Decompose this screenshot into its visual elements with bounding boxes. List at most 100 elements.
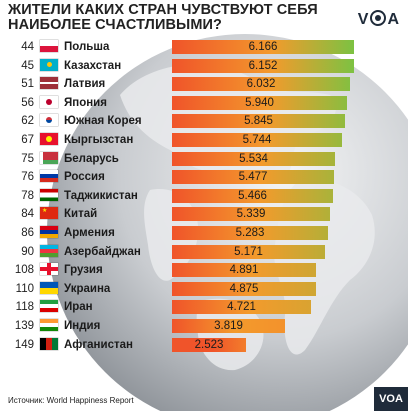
- flag-ir-icon: [40, 300, 58, 313]
- bar: [172, 132, 342, 147]
- bar-value-label: 6.152: [248, 59, 278, 72]
- country-label: Армения: [64, 226, 115, 239]
- chart-row: 76 Россия 5.477: [0, 168, 408, 187]
- bar-value-label: 5.845: [244, 115, 273, 128]
- rank-label: 62: [21, 115, 34, 128]
- flag-az-icon: [40, 244, 58, 257]
- chart-row: 56 Япония 5.940: [0, 94, 408, 113]
- bar-value-label: 5.339: [236, 208, 266, 221]
- voa-badge: VOA: [374, 387, 408, 411]
- rank-label: 118: [15, 301, 34, 314]
- bar-value-label: 4.875: [229, 282, 259, 295]
- chart-row: 90 Азербайджан 5.171: [0, 243, 408, 262]
- country-label: Кыргызстан: [64, 133, 134, 146]
- bar: [172, 337, 246, 352]
- country-label: Иран: [64, 301, 93, 314]
- bar-value-label: 2.523: [194, 338, 224, 351]
- country-label: Беларусь: [64, 152, 119, 165]
- chart-row: 75 Беларусь 5.534: [0, 150, 408, 169]
- bar-value-label: 5.466: [238, 189, 267, 202]
- chart-title: ЖИТЕЛИ КАКИХ СТРАН ЧУВСТВУЮТ СЕБЯ НАИБОЛ…: [8, 2, 318, 33]
- country-label: Азербайджан: [64, 245, 141, 258]
- country-label: Россия: [64, 171, 105, 184]
- rank-label: 44: [21, 41, 34, 53]
- bar: [172, 114, 345, 129]
- bar: [172, 244, 325, 259]
- bar-value-label: 5.477: [238, 171, 268, 184]
- rank-label: 110: [15, 282, 34, 295]
- chart-row: 110 Украина 4.875: [0, 280, 408, 299]
- flag-kr-icon: [40, 114, 58, 127]
- bar-value-label: 5.744: [242, 133, 272, 146]
- country-label: Латвия: [64, 78, 106, 91]
- rank-label: 86: [21, 226, 34, 239]
- rank-label: 139: [14, 319, 34, 332]
- flag-by-icon: [40, 151, 58, 164]
- bar: [172, 77, 350, 92]
- voa-logo-o-icon: [370, 10, 387, 26]
- rank-label: 149: [14, 338, 34, 351]
- country-label: Афганистан: [64, 338, 133, 351]
- rank-label: 108: [14, 264, 34, 277]
- source-note: Источник: World Happiness Report: [8, 396, 134, 405]
- bar-value-label: 5.940: [245, 96, 274, 109]
- bar: [172, 318, 285, 333]
- bar-value-label: 5.534: [239, 152, 268, 165]
- flag-ua-icon: [40, 281, 58, 294]
- country-label: Грузия: [64, 264, 103, 277]
- flag-ge-icon: [40, 263, 58, 276]
- bar: [172, 281, 316, 296]
- bar: [172, 95, 347, 110]
- bar-value-label: 6.032: [246, 78, 276, 91]
- flag-lv-icon: [40, 77, 58, 90]
- bar: [172, 40, 354, 54]
- rank-label: 51: [21, 78, 34, 91]
- chart-row: 86 Армения 5.283: [0, 224, 408, 243]
- chart-row: 149 Афганистан 2.523: [0, 336, 408, 355]
- flag-tj-icon: [40, 188, 58, 201]
- chart-rows: 44 Польша 6.166 45 Казахстан 6.152 51 Латвия 6.0…: [0, 38, 408, 354]
- flag-af-icon: [40, 337, 58, 350]
- chart-row: 118 Иран 4.721: [0, 298, 408, 317]
- bar: [172, 207, 330, 222]
- bar: [172, 170, 334, 185]
- chart-row: 45 Казахстан 6.152: [0, 57, 408, 76]
- bar: [172, 58, 354, 73]
- bar: [172, 225, 328, 240]
- bar-value-label: 4.891: [229, 264, 259, 277]
- chart-row: 84 ★ Китай 5.339: [0, 205, 408, 224]
- country-label: Казахстан: [64, 59, 122, 72]
- bar: [172, 263, 316, 278]
- flag-jp-icon: [40, 95, 58, 108]
- flag-cn-icon: ★: [40, 207, 58, 220]
- chart-row: 67 Кыргызстан 5.744: [0, 131, 408, 150]
- country-label: Украина: [64, 282, 111, 295]
- rank-label: 84: [21, 208, 34, 221]
- bar: [172, 188, 333, 203]
- rank-label: 45: [21, 59, 34, 72]
- rank-label: 78: [21, 189, 34, 202]
- country-label: Китай: [64, 208, 98, 221]
- flag-kg-icon: [40, 132, 58, 145]
- rank-label: 76: [21, 171, 34, 184]
- flag-am-icon: [40, 225, 58, 238]
- chart-row: 44 Польша 6.166: [0, 38, 408, 57]
- bar-value-label: 5.171: [234, 245, 263, 258]
- chart-row: 108 Грузия 4.891: [0, 261, 408, 280]
- flag-ru-icon: [40, 170, 58, 183]
- bar-value-label: 3.819: [214, 319, 243, 332]
- rank-label: 67: [21, 133, 34, 146]
- bar-value-label: 5.283: [235, 226, 265, 239]
- rank-label: 90: [21, 245, 34, 258]
- rank-label: 75: [21, 152, 34, 165]
- country-label: Япония: [64, 96, 107, 109]
- chart-row: 51 Латвия 6.032: [0, 75, 408, 94]
- rank-label: 56: [21, 96, 34, 109]
- chart-row: 62 Южная Корея 5.845: [0, 112, 408, 131]
- bar: [172, 300, 311, 315]
- bar-value-label: 6.166: [248, 41, 278, 53]
- chart-row: 78 Таджикистан 5.466: [0, 187, 408, 206]
- flag-pl-icon: [40, 40, 58, 52]
- bar-value-label: 4.721: [227, 301, 256, 314]
